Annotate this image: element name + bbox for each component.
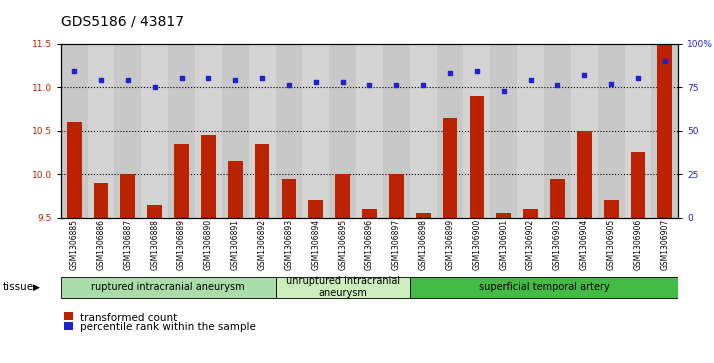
Point: [256, 76, 268, 81]
FancyBboxPatch shape: [61, 277, 276, 298]
Bar: [658, 44, 673, 218]
Point: [122, 77, 134, 83]
Bar: [443, 118, 458, 218]
Bar: [383, 44, 410, 218]
Point: [525, 77, 536, 83]
Point: [471, 69, 483, 74]
Point: [391, 82, 402, 88]
Point: [203, 76, 214, 81]
Point: [283, 82, 295, 88]
FancyBboxPatch shape: [276, 277, 410, 298]
Point: [69, 69, 80, 74]
Bar: [281, 179, 296, 218]
Bar: [517, 44, 544, 218]
Text: ruptured intracranial aneurysm: ruptured intracranial aneurysm: [91, 282, 245, 292]
Bar: [61, 44, 88, 218]
Text: percentile rank within the sample: percentile rank within the sample: [80, 322, 256, 332]
Text: superficial temporal artery: superficial temporal artery: [478, 282, 610, 292]
Bar: [222, 44, 248, 218]
Bar: [598, 44, 625, 218]
Point: [605, 81, 617, 86]
Bar: [168, 44, 195, 218]
Bar: [491, 44, 517, 218]
Bar: [255, 144, 269, 218]
Text: transformed count: transformed count: [80, 313, 177, 323]
Point: [95, 77, 106, 83]
Bar: [308, 200, 323, 218]
Bar: [437, 44, 463, 218]
Bar: [141, 44, 168, 218]
Bar: [651, 44, 678, 218]
Bar: [356, 44, 383, 218]
Bar: [114, 44, 141, 218]
Point: [149, 84, 161, 90]
Bar: [625, 44, 651, 218]
Bar: [336, 174, 350, 218]
Bar: [121, 174, 135, 218]
Bar: [571, 44, 598, 218]
Bar: [66, 122, 81, 218]
Bar: [174, 144, 189, 218]
Bar: [416, 213, 431, 218]
Bar: [577, 131, 592, 218]
Point: [229, 77, 241, 83]
Point: [310, 79, 321, 85]
Bar: [496, 213, 511, 218]
Bar: [94, 183, 109, 218]
Point: [578, 72, 590, 78]
Bar: [544, 44, 571, 218]
FancyBboxPatch shape: [410, 277, 678, 298]
Point: [552, 82, 563, 88]
Point: [498, 88, 510, 94]
Bar: [470, 96, 484, 218]
Point: [444, 70, 456, 76]
Bar: [195, 44, 222, 218]
Point: [337, 79, 348, 85]
Text: unruptured intracranial
aneurysm: unruptured intracranial aneurysm: [286, 276, 400, 298]
Point: [176, 76, 187, 81]
Bar: [630, 152, 645, 218]
Bar: [248, 44, 276, 218]
Bar: [228, 161, 243, 218]
Text: GDS5186 / 43817: GDS5186 / 43817: [61, 15, 183, 29]
Point: [659, 58, 670, 64]
Bar: [389, 174, 403, 218]
Bar: [550, 179, 565, 218]
Point: [363, 82, 375, 88]
Bar: [276, 44, 302, 218]
Bar: [88, 44, 114, 218]
Bar: [604, 200, 618, 218]
Bar: [410, 44, 437, 218]
Bar: [523, 209, 538, 218]
Point: [418, 82, 429, 88]
Bar: [362, 209, 377, 218]
Bar: [147, 205, 162, 218]
Text: tissue: tissue: [3, 282, 34, 293]
Bar: [463, 44, 491, 218]
Bar: [201, 135, 216, 218]
Point: [633, 76, 644, 81]
Text: ▶: ▶: [33, 283, 40, 292]
Bar: [329, 44, 356, 218]
Bar: [302, 44, 329, 218]
